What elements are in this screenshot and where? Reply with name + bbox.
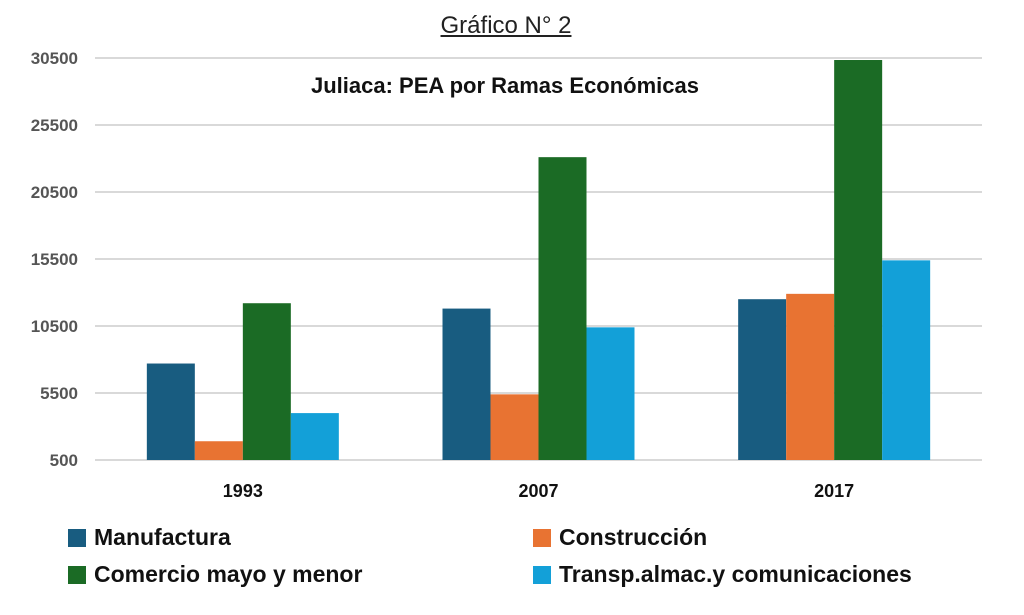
legend-label: Construcción xyxy=(559,524,708,550)
y-tick-label: 30500 xyxy=(31,49,78,68)
legend-swatch xyxy=(68,565,86,584)
legend-label: Transp.almac.y comunicaciones xyxy=(559,561,912,587)
x-tick-label: 2007 xyxy=(518,481,558,501)
bar-1993-3 xyxy=(290,413,339,460)
y-tick-label: 10500 xyxy=(31,317,78,336)
legend-swatch xyxy=(68,528,86,547)
legend-swatch xyxy=(533,528,551,547)
x-tick-label: 2017 xyxy=(814,481,854,501)
legend-item-manufactura: Manufactura xyxy=(68,524,231,551)
y-tick-label: 20500 xyxy=(31,183,78,202)
bar-2017-3 xyxy=(882,260,931,460)
bar-1993-0 xyxy=(146,363,195,460)
legend-item-construccion: Construcción xyxy=(533,524,707,551)
bar-2017-1 xyxy=(786,293,835,460)
bar-1993-2 xyxy=(242,303,291,460)
y-tick-label: 25500 xyxy=(31,116,78,135)
legend-label: Comercio mayo y menor xyxy=(94,561,363,587)
chart-title: Juliaca: PEA por Ramas Económicas xyxy=(311,73,699,98)
bar-2007-0 xyxy=(442,308,491,460)
legend-label: Manufactura xyxy=(94,524,231,550)
legend-item-transporte: Transp.almac.y comunicaciones xyxy=(533,561,912,588)
legend-item-comercio: Comercio mayo y menor xyxy=(68,561,362,588)
y-tick-label: 500 xyxy=(50,451,78,470)
bar-2007-2 xyxy=(538,157,587,460)
y-tick-label: 15500 xyxy=(31,250,78,269)
bar-1993-1 xyxy=(194,441,243,460)
x-tick-label: 1993 xyxy=(223,481,263,501)
y-tick-label: 5500 xyxy=(40,384,78,403)
legend-swatch xyxy=(533,565,551,584)
bar-2017-0 xyxy=(738,299,787,460)
bar-2017-2 xyxy=(834,60,883,460)
bar-2007-3 xyxy=(586,327,635,460)
chart-supertitle: Gráfico N° 2 xyxy=(440,12,572,39)
bar-2007-1 xyxy=(490,394,539,460)
